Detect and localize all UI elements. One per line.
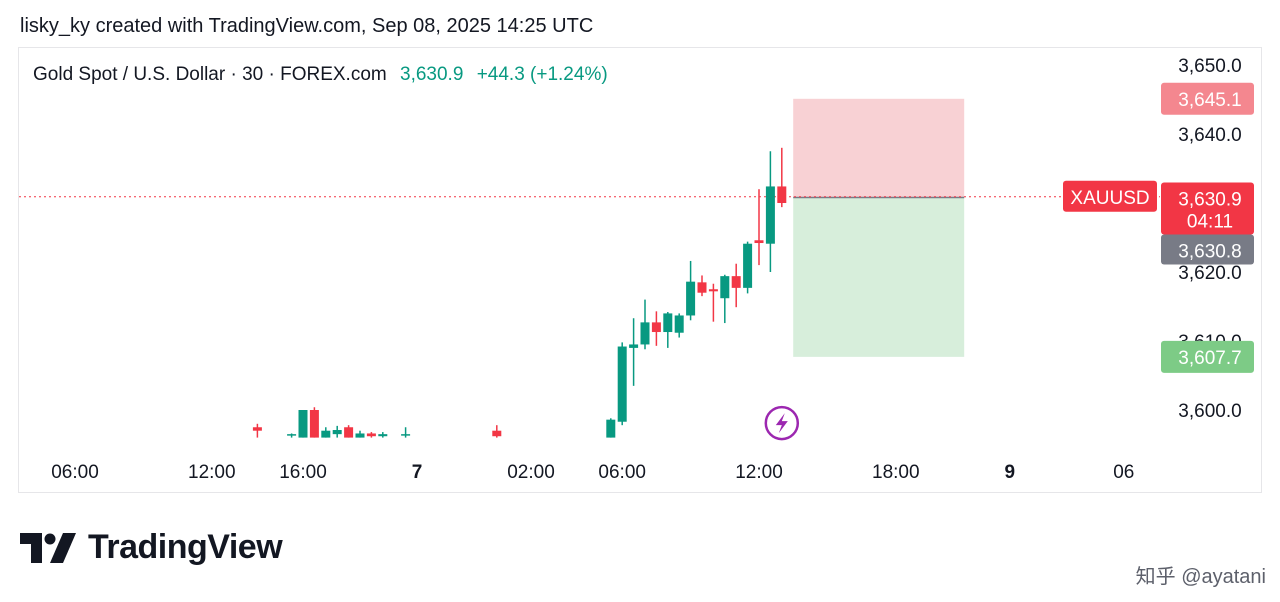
candle <box>674 313 684 338</box>
candle-body <box>355 433 365 438</box>
candle-body <box>401 434 411 436</box>
candle-body <box>743 243 753 288</box>
last-price-label[interactable] <box>1161 182 1254 235</box>
symbol-tag-text: XAUUSD <box>1070 188 1149 209</box>
symbol-title-bar: Gold Spot / U.S. Dollar · 30 · FOREX.com… <box>33 64 608 86</box>
candle <box>731 263 741 308</box>
entry-price-label-text: 3,630.8 <box>1178 241 1241 262</box>
candle-body <box>731 276 741 288</box>
candle <box>720 274 730 324</box>
candle-body <box>640 322 650 345</box>
stop-price-label[interactable] <box>1161 82 1254 115</box>
candle <box>765 151 775 272</box>
candle-body <box>332 430 342 435</box>
symbol-name[interactable]: Gold Spot / U.S. Dollar · 30 · FOREX.com <box>33 64 387 85</box>
candle-body <box>287 434 297 436</box>
candle <box>287 433 297 438</box>
tradingview-logo: TradingView <box>20 528 283 567</box>
candle <box>355 430 365 438</box>
candle-body <box>252 427 262 431</box>
candle <box>777 147 787 208</box>
take-profit-zone[interactable] <box>793 197 965 357</box>
last-price: 3,630.9 <box>400 64 464 85</box>
chart-frame <box>18 47 1262 493</box>
candle <box>651 311 661 346</box>
candle-body <box>298 410 308 438</box>
candle-body <box>309 410 319 438</box>
candle-body <box>651 322 661 333</box>
candle-body <box>366 433 376 437</box>
candle-body <box>663 313 673 333</box>
candle-body <box>344 427 354 438</box>
x-tick-label: 9 <box>1005 462 1016 483</box>
candle <box>344 425 354 438</box>
stop-loss-zone[interactable] <box>793 98 965 198</box>
candle-body <box>321 430 331 438</box>
candle <box>366 432 376 438</box>
candle-body <box>697 282 707 293</box>
y-tick-label: 3,620.0 <box>1178 263 1241 284</box>
y-tick-label: 3,600.0 <box>1178 401 1241 422</box>
target-price-label[interactable] <box>1161 340 1254 373</box>
candle <box>754 189 764 266</box>
entry-price-label[interactable] <box>1161 234 1254 265</box>
x-tick-label: 06 <box>1113 462 1134 483</box>
tradingview-logo-icon <box>20 532 76 563</box>
last-price-label-text: 04:11 <box>1187 211 1233 232</box>
candle <box>332 425 342 438</box>
symbol-tag[interactable] <box>1063 180 1157 212</box>
candle <box>640 299 650 350</box>
candle-body <box>777 186 787 203</box>
x-tick-label: 06:00 <box>51 462 99 483</box>
candle <box>401 427 411 438</box>
x-tick-label: 12:00 <box>188 462 236 483</box>
candle <box>606 418 616 438</box>
candle <box>708 283 718 322</box>
candle <box>321 427 331 438</box>
y-tick-label: 3,640.0 <box>1178 125 1241 146</box>
target-price-label-text: 3,607.7 <box>1178 348 1241 369</box>
candle <box>617 342 627 426</box>
price-change: +44.3 (+1.24%) <box>476 64 608 85</box>
candle <box>298 410 308 438</box>
candle-body <box>606 419 616 438</box>
candle-body <box>492 430 502 437</box>
candle <box>629 318 639 386</box>
x-tick-label: 7 <box>412 462 423 483</box>
candle <box>378 432 388 438</box>
candle-body <box>674 315 684 333</box>
candle-body <box>378 434 388 437</box>
candle-body <box>720 276 730 299</box>
lightning-icon[interactable] <box>764 405 800 441</box>
candle-body <box>617 346 627 422</box>
candle-body <box>708 289 718 292</box>
candle-body <box>765 186 775 244</box>
candle-body <box>686 281 696 316</box>
candle-body <box>629 344 639 348</box>
chart-attribution: lisky_ky created with TradingView.com, S… <box>20 15 594 37</box>
tradingview-wordmark: TradingView <box>88 528 283 566</box>
last-price-label-text: 3,630.9 <box>1178 189 1241 210</box>
stop-price-label-text: 3,645.1 <box>1178 90 1241 111</box>
candle <box>492 425 502 438</box>
candle-body <box>754 240 764 244</box>
x-tick-label: 12:00 <box>735 462 783 483</box>
x-tick-label: 06:00 <box>598 462 646 483</box>
x-tick-label: 18:00 <box>872 462 920 483</box>
x-tick-label: 16:00 <box>279 462 327 483</box>
candle <box>697 275 707 297</box>
watermark-credit: 知乎 @ayatani <box>1135 566 1266 588</box>
candle <box>309 407 319 438</box>
candle <box>743 241 753 294</box>
candle <box>663 312 673 348</box>
x-tick-label: 02:00 <box>507 462 555 483</box>
candle <box>686 260 696 321</box>
candle <box>252 423 262 438</box>
y-tick-label: 3,650.0 <box>1178 56 1241 77</box>
